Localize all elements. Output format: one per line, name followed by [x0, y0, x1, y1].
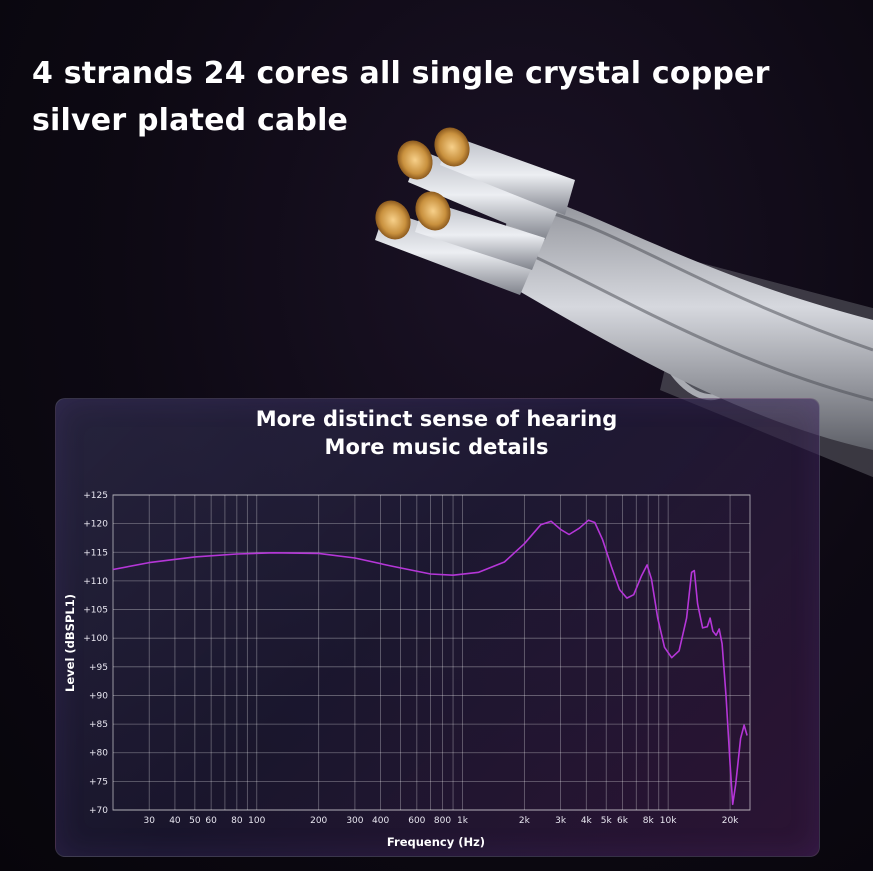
y-tick-label: +120 — [83, 520, 108, 530]
y-tick-label: +105 — [83, 606, 108, 616]
x-tick-label: 100 — [248, 816, 265, 826]
x-axis-label: Frequency (Hz) — [387, 835, 485, 849]
y-tick-label: +100 — [83, 634, 108, 644]
headline: 4 strands 24 cores all single crystal co… — [32, 50, 792, 144]
x-tick-label: 5k — [601, 816, 613, 826]
x-tick-label: 60 — [205, 816, 217, 826]
y-tick-label: +110 — [83, 577, 108, 587]
x-tick-label: 600 — [408, 816, 425, 826]
x-axis-ticks: 30 40 50 60 80 100 200 300 400 600 800 1k 2k 3k 4k 5k 6k… — [143, 816, 739, 826]
plot-frame — [112, 494, 751, 811]
headline-line-2: silver plated cable — [32, 103, 349, 138]
y-tick-label: +115 — [83, 548, 108, 558]
x-tick-label: 40 — [169, 816, 181, 826]
x-tick-label: 10k — [660, 816, 677, 826]
x-tick-label: 80 — [231, 816, 243, 826]
chart-panel — [55, 398, 820, 857]
headline-line-1: 4 strands 24 cores all single crystal co… — [32, 56, 770, 91]
chart-title: More distinct sense of hearing — [255, 407, 618, 431]
x-tick-label: 8k — [643, 816, 655, 826]
x-tick-label: 800 — [434, 816, 451, 826]
y-tick-label: +95 — [89, 663, 108, 673]
x-tick-label: 6k — [617, 816, 629, 826]
y-axis-ticks: +125 +120 +115 +110 +105 +100 +95 +90 +85 +80 +75 +… — [83, 491, 108, 816]
chart-title-block: More distinct sense of hearing More musi… — [0, 405, 873, 461]
y-tick-label: +75 — [89, 777, 108, 787]
chart-subtitle: More music details — [324, 435, 549, 459]
frequency-response-line — [112, 519, 748, 806]
x-tick-label: 1k — [457, 816, 469, 826]
cable-illustration — [375, 127, 873, 478]
x-tick-label: 300 — [346, 816, 363, 826]
x-tick-label: 200 — [310, 816, 327, 826]
y-tick-label: +125 — [83, 491, 108, 501]
x-tick-label: 4k — [581, 816, 593, 826]
x-tick-label: 30 — [143, 816, 155, 826]
y-axis-label: Level (dBSPL1) — [63, 594, 77, 692]
chart-grid — [112, 494, 751, 811]
x-tick-label: 2k — [519, 816, 531, 826]
y-tick-label: +90 — [89, 691, 108, 701]
x-tick-label: 3k — [555, 816, 567, 826]
y-tick-label: +80 — [89, 749, 108, 759]
y-tick-label: +85 — [89, 720, 108, 730]
x-tick-label: 50 — [189, 816, 201, 826]
x-tick-label: 20k — [722, 816, 739, 826]
y-tick-label: +70 — [89, 806, 108, 816]
x-tick-label: 400 — [372, 816, 389, 826]
